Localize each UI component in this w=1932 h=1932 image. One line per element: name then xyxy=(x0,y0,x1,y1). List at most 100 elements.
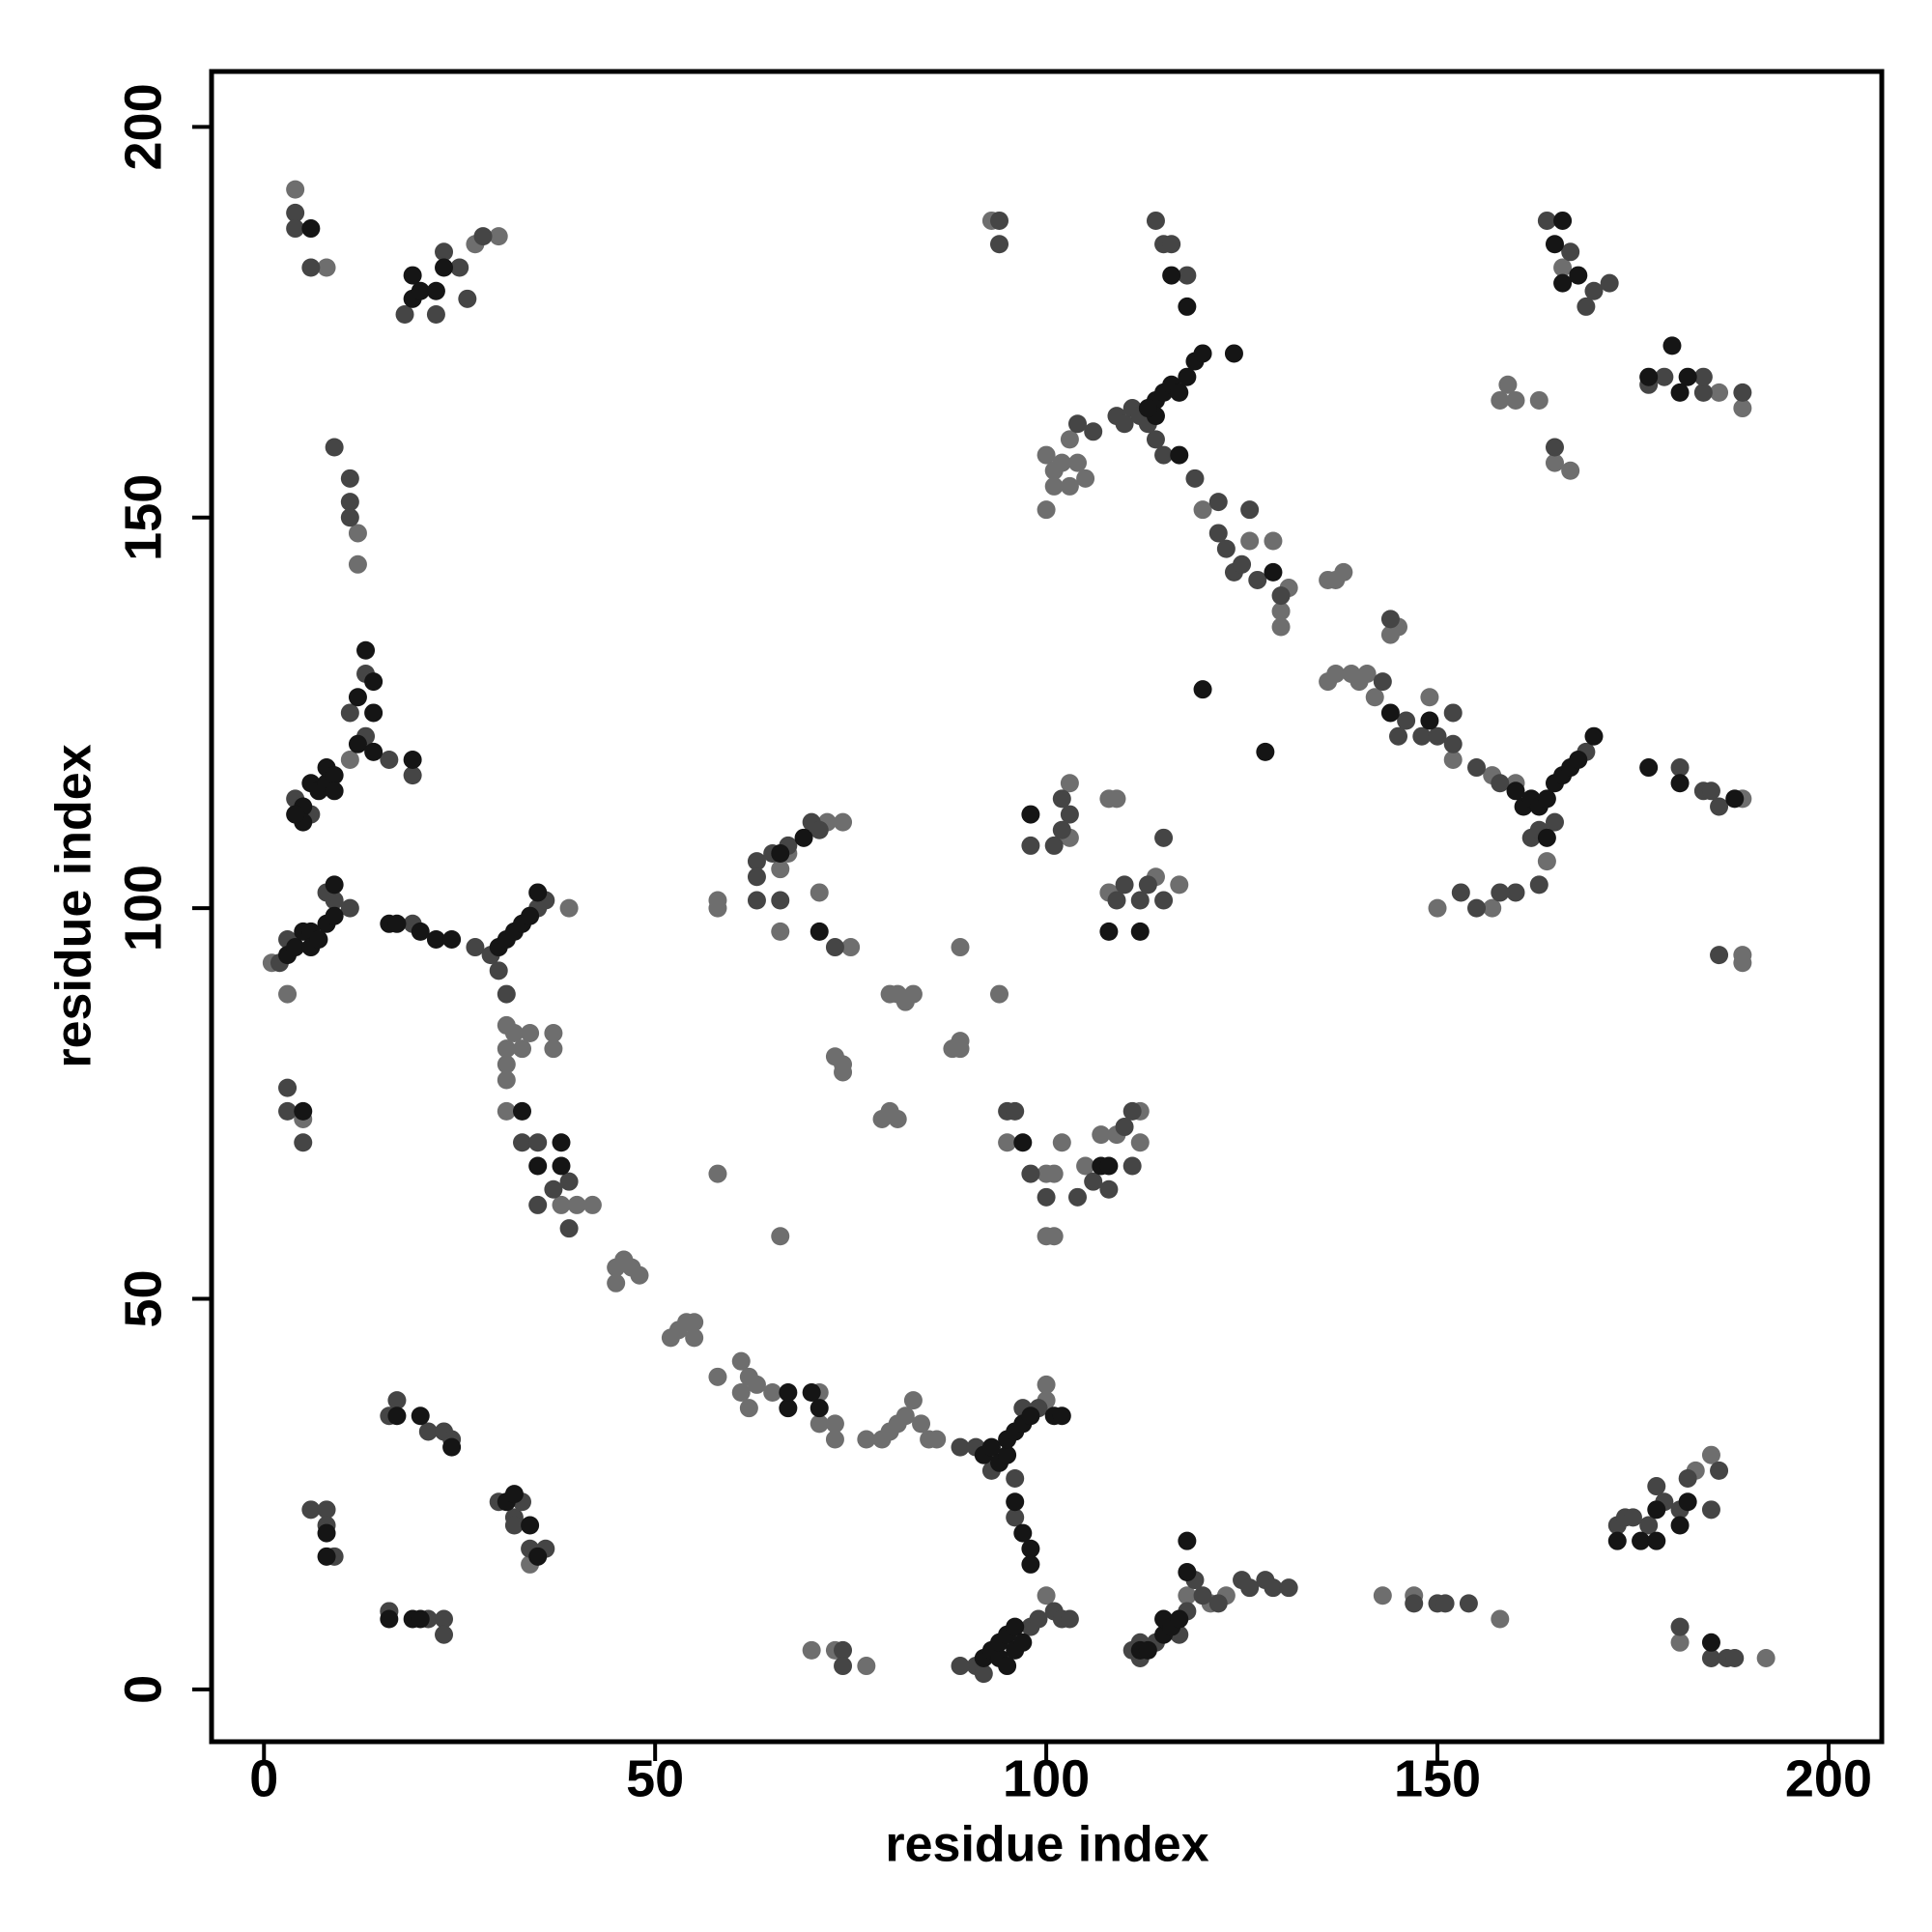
point xyxy=(356,640,376,660)
point xyxy=(1506,883,1525,902)
point xyxy=(825,1430,844,1449)
point xyxy=(1170,1609,1189,1629)
point xyxy=(1021,836,1040,855)
point xyxy=(810,922,829,941)
point xyxy=(1639,758,1659,778)
point xyxy=(1146,430,1165,449)
point xyxy=(888,1109,907,1128)
point xyxy=(1240,531,1260,551)
point xyxy=(1710,797,1729,816)
point xyxy=(825,1414,844,1434)
point xyxy=(685,1328,704,1348)
point xyxy=(1044,476,1064,496)
point xyxy=(301,219,321,239)
point xyxy=(426,929,445,949)
point xyxy=(1233,554,1252,574)
point xyxy=(497,984,516,1004)
point xyxy=(1529,875,1548,895)
point xyxy=(1467,758,1487,778)
point xyxy=(1154,445,1174,465)
point xyxy=(1537,789,1556,809)
point xyxy=(301,258,321,277)
point xyxy=(1491,390,1510,410)
point xyxy=(1170,445,1189,465)
point xyxy=(998,1133,1017,1152)
point xyxy=(1122,1101,1142,1121)
point xyxy=(513,1101,532,1121)
point xyxy=(1060,1609,1079,1629)
point xyxy=(1569,750,1588,769)
x-tick-label: 0 xyxy=(249,1749,278,1807)
point xyxy=(435,1609,454,1629)
point xyxy=(325,766,344,785)
point xyxy=(903,1391,923,1410)
points-layer xyxy=(262,180,1776,1684)
point xyxy=(1037,500,1056,520)
point xyxy=(1162,266,1181,285)
point xyxy=(411,1609,430,1629)
point xyxy=(278,1078,298,1097)
point xyxy=(340,469,359,488)
point xyxy=(1060,476,1079,496)
point xyxy=(489,961,508,980)
point xyxy=(708,898,727,918)
point xyxy=(559,898,579,918)
point xyxy=(395,305,414,325)
point xyxy=(1067,1187,1087,1207)
point xyxy=(1107,789,1126,809)
point xyxy=(1178,1531,1197,1550)
point xyxy=(1115,414,1134,434)
point xyxy=(1006,1101,1025,1121)
point xyxy=(340,750,359,769)
point xyxy=(1248,570,1267,589)
point xyxy=(504,1516,524,1535)
point xyxy=(1006,1508,1025,1527)
point xyxy=(1178,266,1197,285)
point xyxy=(1271,602,1291,621)
point xyxy=(1006,1468,1025,1488)
point xyxy=(403,750,422,769)
point xyxy=(1380,610,1400,629)
point xyxy=(1170,875,1189,895)
point xyxy=(1178,1586,1197,1605)
point xyxy=(1006,1492,1025,1512)
point xyxy=(1647,1500,1666,1520)
point xyxy=(528,1547,548,1566)
point xyxy=(1491,1609,1510,1629)
point xyxy=(1334,562,1353,582)
point xyxy=(1405,1594,1424,1613)
point xyxy=(1130,922,1150,941)
x-axis-title: residue index xyxy=(885,1817,1208,1873)
point xyxy=(1491,774,1510,793)
point xyxy=(1264,531,1283,551)
point xyxy=(1537,852,1556,871)
point xyxy=(951,1437,970,1457)
point xyxy=(1138,1640,1157,1660)
point xyxy=(1138,399,1157,418)
point xyxy=(1193,1586,1212,1605)
point xyxy=(731,1351,751,1371)
point xyxy=(1107,891,1126,910)
point xyxy=(544,1179,563,1199)
y-tick-label: 50 xyxy=(114,1269,172,1327)
point xyxy=(1373,1586,1392,1605)
point xyxy=(834,1063,853,1082)
point xyxy=(325,781,344,801)
point xyxy=(1647,1531,1666,1550)
point xyxy=(802,1383,821,1403)
point xyxy=(974,1664,993,1684)
point xyxy=(521,906,540,925)
point xyxy=(912,1414,931,1434)
point xyxy=(1506,390,1525,410)
point xyxy=(810,1399,829,1418)
point xyxy=(466,938,485,957)
point xyxy=(1037,1187,1056,1207)
point xyxy=(1670,758,1690,778)
point xyxy=(1044,1227,1064,1246)
point xyxy=(411,922,430,941)
point xyxy=(1099,922,1119,941)
y-tick-label: 100 xyxy=(114,865,172,952)
point xyxy=(403,266,422,285)
point xyxy=(1099,1179,1119,1199)
point xyxy=(1240,1578,1260,1598)
